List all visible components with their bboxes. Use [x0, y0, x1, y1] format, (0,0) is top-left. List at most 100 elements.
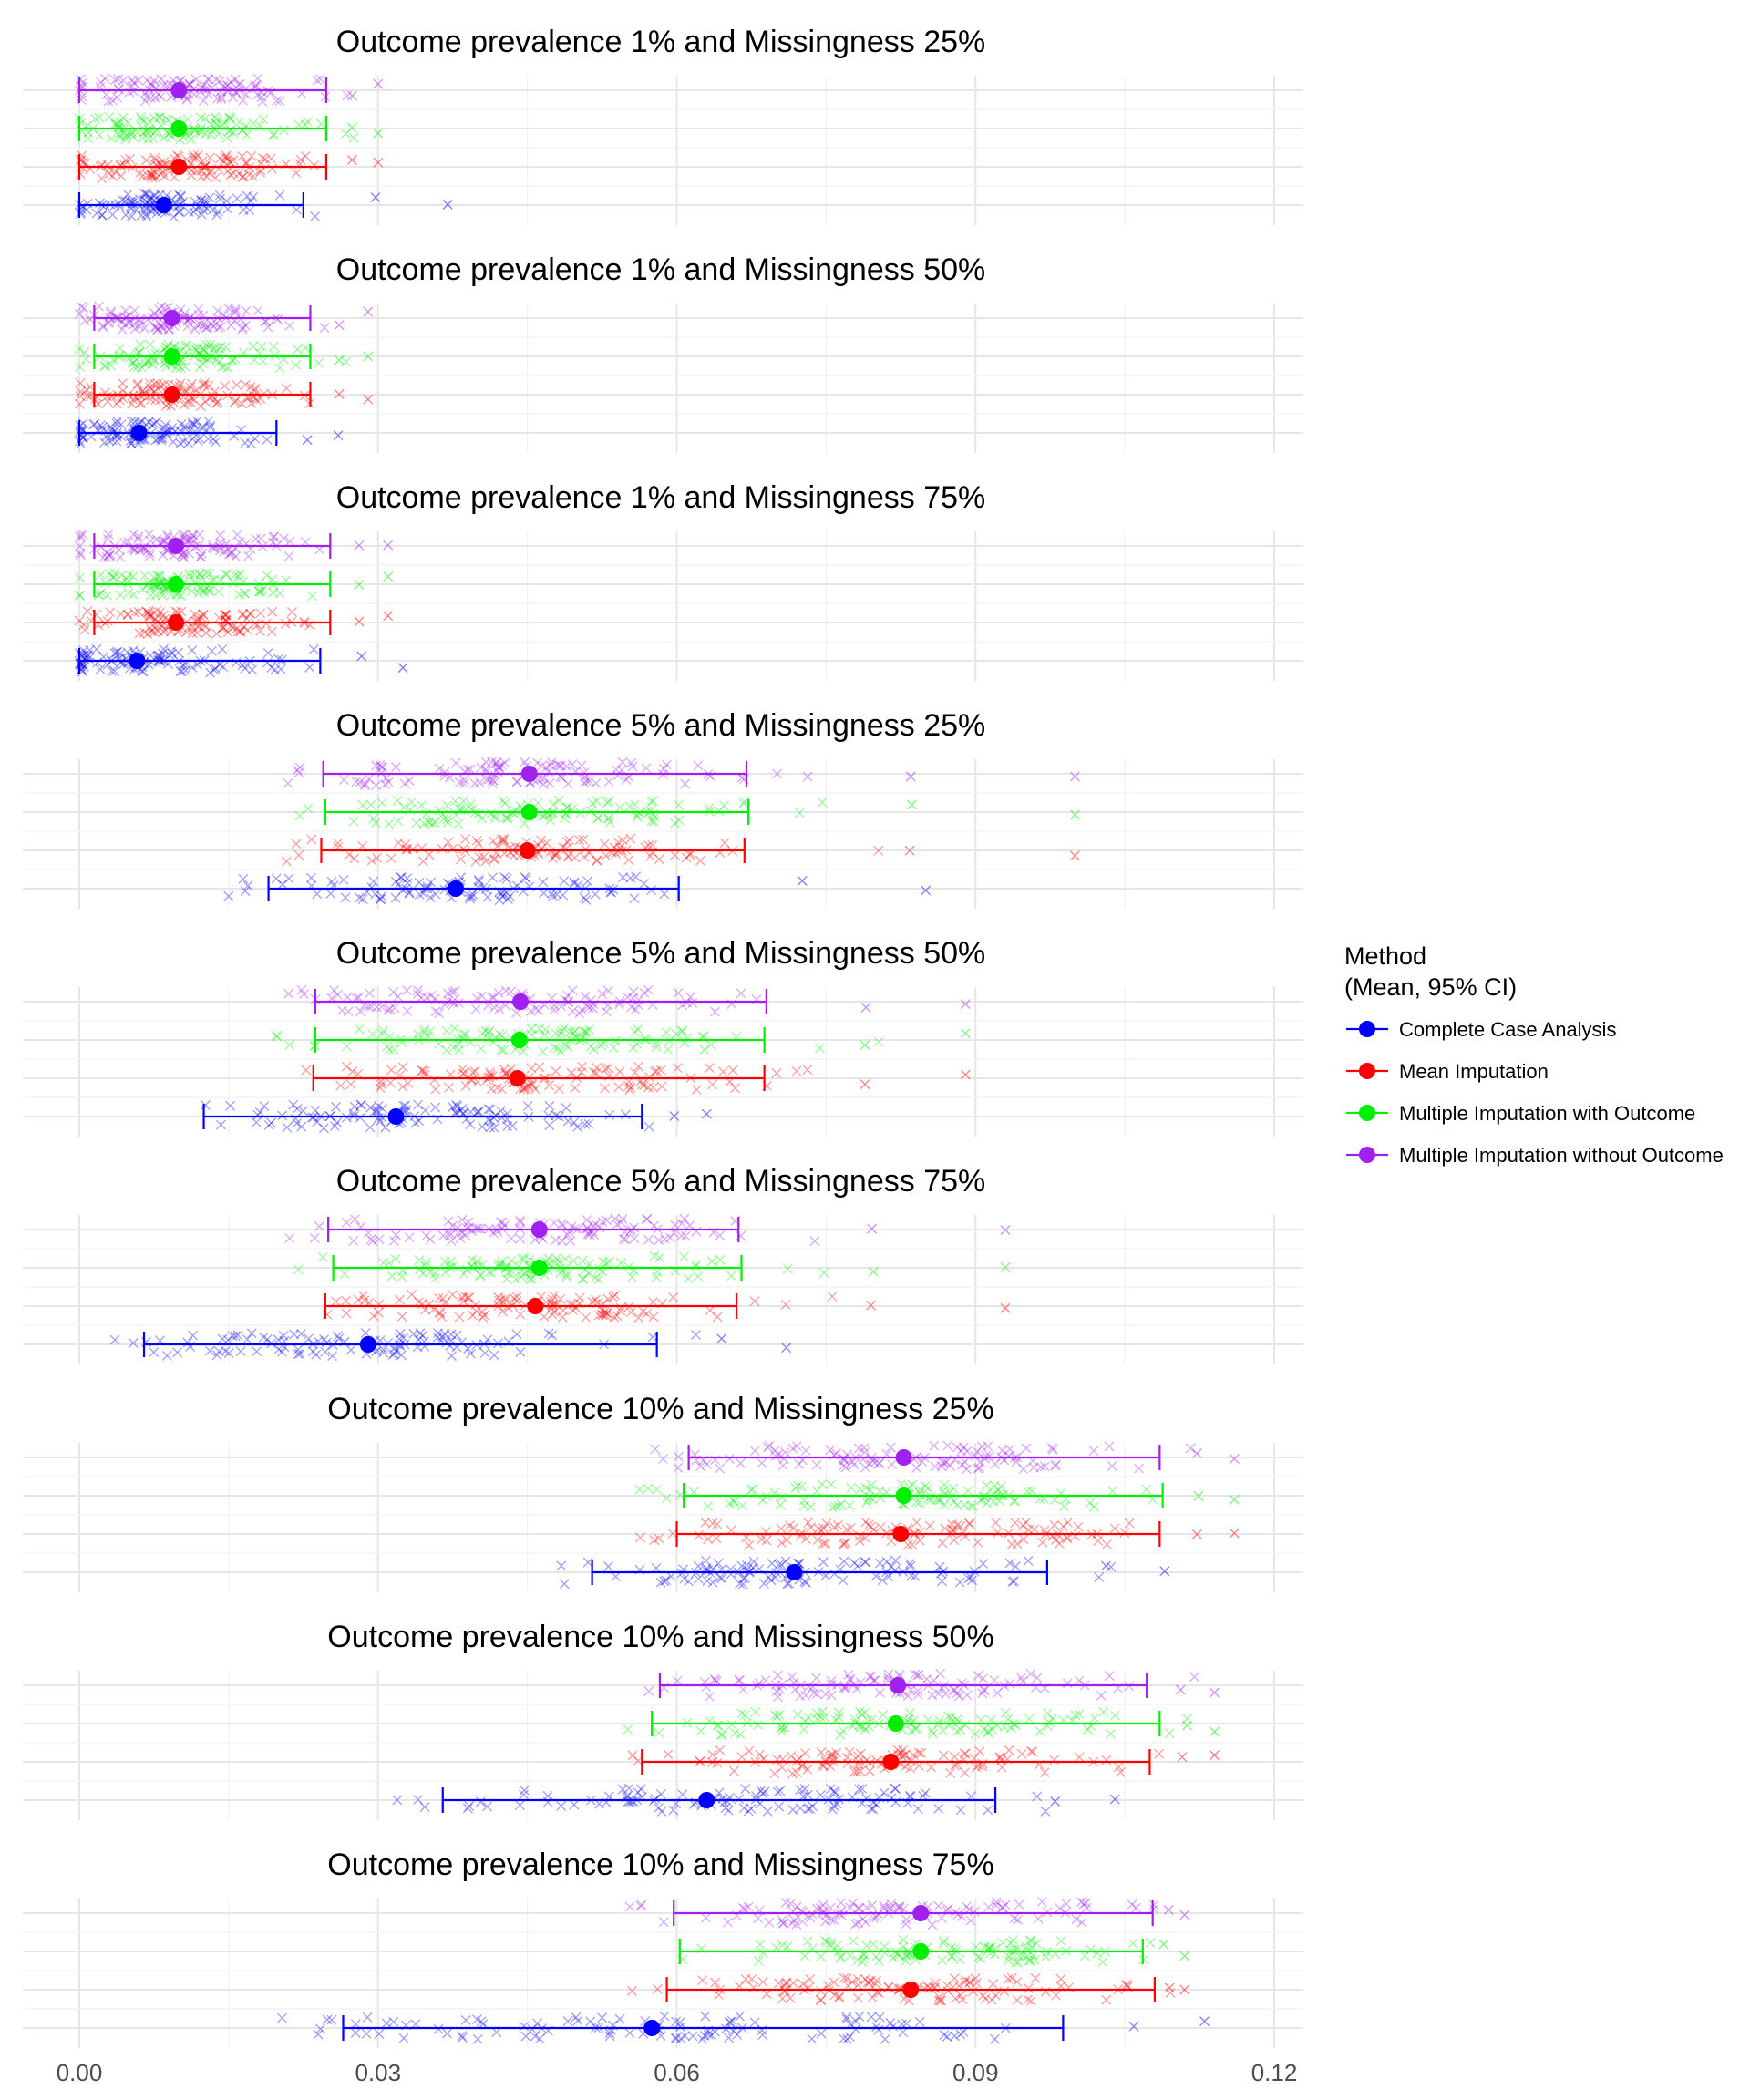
panel-title: Outcome prevalence 5% and Missingness 75… — [336, 1164, 986, 1199]
jitter-point — [76, 438, 87, 449]
jitter-point — [155, 91, 166, 102]
jitter-point — [127, 81, 138, 92]
jitter-point — [232, 379, 242, 390]
jitter-point — [817, 1479, 828, 1489]
jitter-point — [229, 396, 240, 407]
jitter-point — [477, 813, 488, 824]
panel-title: Outcome prevalence 10% and Missingness 2… — [327, 1392, 993, 1426]
jitter-point — [234, 117, 244, 128]
jitter-point — [159, 643, 169, 654]
jitter-point — [730, 1083, 741, 1094]
jitter-point — [1028, 1462, 1039, 1473]
jitter-point — [222, 166, 233, 176]
jitter-point — [904, 1708, 915, 1718]
legend-key-dot — [1359, 1105, 1375, 1121]
jitter-point — [952, 1688, 962, 1699]
jitter-point — [580, 844, 591, 855]
jitter-point — [199, 318, 210, 329]
jitter-point — [241, 83, 252, 94]
jitter-point — [797, 1528, 808, 1539]
jitter-point — [658, 1917, 669, 1928]
jitter-point — [210, 111, 221, 122]
jitter-point — [332, 1117, 343, 1128]
jitter-point — [127, 75, 138, 86]
jitter-point — [104, 551, 115, 561]
jitter-point — [109, 75, 120, 86]
jitter-point — [105, 549, 116, 560]
jitter-point — [149, 322, 160, 333]
outlier-point — [860, 1040, 870, 1050]
jitter-point — [1154, 1748, 1164, 1759]
jitter-point — [175, 666, 186, 676]
jitter-point — [194, 433, 205, 444]
jitter-point — [258, 1332, 269, 1343]
jitter-point — [118, 112, 129, 123]
jitter-point — [211, 318, 221, 329]
jitter-point — [310, 211, 321, 221]
jitter-point — [266, 662, 277, 673]
outlier-point — [1175, 1684, 1186, 1695]
series-4 — [643, 1668, 1220, 1703]
jitter-point — [486, 1084, 497, 1095]
jitter-point — [1089, 1501, 1099, 1512]
jitter-point — [291, 204, 302, 215]
jitter-point — [81, 385, 92, 396]
jitter-point — [991, 1518, 1001, 1529]
jitter-point — [699, 1045, 710, 1055]
jitter-point — [76, 95, 87, 106]
legend-entry: Multiple Imputation without Outcome — [1346, 1144, 1724, 1167]
jitter-point — [393, 816, 404, 827]
jitter-point — [192, 342, 203, 353]
jitter-point — [578, 1273, 589, 1284]
jitter-point — [307, 1346, 318, 1357]
jitter-point — [254, 167, 265, 178]
jitter-point — [862, 1977, 873, 1988]
jitter-point — [176, 419, 187, 429]
jitter-point — [599, 839, 610, 849]
jitter-point — [331, 1101, 341, 1112]
panel-title: Outcome prevalence 1% and Missingness 75… — [336, 480, 986, 515]
jitter-point — [723, 1917, 734, 1928]
jitter-point — [1089, 1713, 1100, 1724]
jitter-point — [255, 394, 266, 404]
jitter-point — [701, 1555, 711, 1566]
jitter-point — [151, 311, 162, 322]
jitter-point — [111, 119, 122, 130]
jitter-point — [540, 1024, 551, 1035]
jitter-point — [641, 763, 652, 774]
jitter-point — [710, 1006, 720, 1017]
jitter-point — [221, 539, 232, 550]
jitter-point — [146, 170, 157, 180]
jitter-point — [225, 112, 236, 123]
jitter-point — [341, 356, 351, 367]
jitter-point — [203, 434, 213, 444]
jitter-point — [122, 609, 133, 620]
outlier-point — [1179, 1951, 1190, 1961]
jitter-point — [990, 1458, 1001, 1469]
jitter-point — [122, 118, 133, 128]
jitter-point — [1009, 1576, 1020, 1587]
jitter-point — [134, 628, 145, 639]
jitter-point — [291, 359, 302, 370]
jitter-point — [266, 626, 277, 637]
jitter-point — [189, 83, 199, 94]
jitter-point — [1025, 1745, 1036, 1756]
jitter-point — [514, 1800, 525, 1810]
jitter-point — [231, 87, 242, 98]
jitter-point — [155, 169, 166, 180]
mean-point — [130, 425, 148, 441]
jitter-point — [253, 586, 264, 597]
jitter-point — [107, 391, 118, 402]
jitter-point — [117, 194, 128, 205]
jitter-point — [378, 1258, 389, 1268]
jitter-point — [365, 1122, 376, 1133]
jitter-point — [673, 987, 684, 998]
jitter-point — [962, 1486, 973, 1497]
jitter-point — [114, 350, 125, 361]
jitter-point — [322, 1309, 333, 1320]
series-1 — [200, 1099, 712, 1134]
jitter-point — [123, 588, 134, 599]
jitter-point — [829, 1569, 840, 1580]
outlier-point — [363, 351, 374, 362]
jitter-point — [211, 210, 222, 221]
